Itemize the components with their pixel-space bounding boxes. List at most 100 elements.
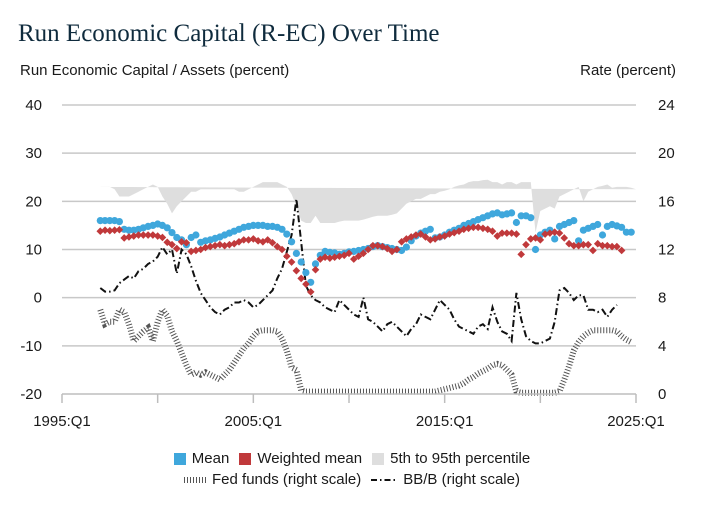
weighted-mean-marker (464, 224, 473, 233)
mean-marker (278, 225, 286, 233)
mean-marker (575, 237, 583, 245)
mean-marker (302, 269, 310, 277)
weighted-mean-marker (292, 266, 301, 275)
left-tick-label: 0 (34, 290, 42, 307)
right-tick-label: 8 (658, 290, 666, 307)
weighted-mean-marker (168, 240, 176, 249)
weighted-mean-marker (617, 246, 626, 255)
weighted-mean-marker (364, 245, 372, 254)
mean-marker (598, 231, 607, 239)
weighted-mean-marker (283, 252, 291, 261)
fed-funds-swatch (184, 476, 207, 483)
weighted-mean-marker (436, 233, 444, 241)
mean-marker (551, 235, 559, 243)
weighted-mean-marker (469, 223, 478, 232)
weighted-mean-marker (268, 238, 277, 247)
weighted-mean-marker (129, 232, 138, 240)
weighted-mean-marker (259, 237, 267, 246)
weighted-mean-marker (330, 253, 339, 262)
weighted-mean-marker (278, 245, 286, 254)
rate-lines (97, 198, 633, 396)
right-tick-label: 0 (658, 386, 666, 403)
left-tick-label: 40 (25, 97, 42, 114)
weighted-mean-marker (249, 235, 258, 243)
right-tick-label: 12 (658, 242, 675, 259)
weighted-mean-marker (321, 253, 329, 262)
mean-marker (115, 218, 123, 226)
weighted-mean-marker (416, 230, 425, 238)
weighted-mean-marker (412, 231, 420, 239)
weighted-mean-marker (125, 233, 133, 241)
legend-item-weighted-mean: Weighted mean (239, 450, 362, 467)
weighted-mean-marker (570, 241, 578, 250)
weighted-mean-marker (479, 224, 487, 233)
mean-marker (508, 209, 516, 217)
weighted-mean-marker (316, 255, 325, 263)
weighted-mean-marker (306, 288, 315, 296)
weighted-mean-marker (345, 249, 353, 258)
weighted-mean-marker (584, 240, 592, 249)
weighted-mean-marker (349, 255, 358, 263)
mean-marker (163, 224, 171, 232)
legend-label-bbb: BB/B (right scale) (403, 471, 520, 488)
weighted-mean-marker (550, 228, 559, 236)
weighted-mean-marker (378, 242, 387, 251)
weighted-mean-marker (608, 242, 616, 251)
percentile-swatch (372, 452, 385, 465)
weighted-mean-marker (187, 247, 195, 256)
weighted-mean-marker (96, 227, 105, 235)
weighted-mean-marker (541, 230, 549, 238)
weighted-mean-marker (546, 229, 554, 237)
weighted-mean-marker (393, 245, 401, 254)
weighted-mean-marker (522, 240, 530, 249)
weighted-mean-marker (263, 236, 272, 244)
weighted-mean-marker (498, 229, 506, 237)
weighted-mean-marker (565, 239, 573, 248)
weighted-mean-marker (397, 237, 406, 246)
weighted-mean-marker (115, 225, 124, 234)
mean-marker (618, 223, 626, 231)
bbb-line (99, 198, 618, 345)
weighted-mean-marker (110, 226, 119, 235)
weighted-mean-marker (526, 235, 535, 243)
legend-label-fed-funds: Fed funds (right scale) (212, 471, 362, 488)
mean-marker (512, 218, 521, 227)
weighted-mean-marker (335, 252, 344, 261)
right-tick-label: 16 (658, 193, 675, 210)
mean-marker (426, 225, 434, 233)
weighted-mean-marker (359, 249, 368, 258)
mean-marker (531, 245, 540, 254)
weighted-mean-marker (603, 241, 612, 250)
weighted-mean-marker (173, 244, 181, 253)
weighted-mean-marker (201, 243, 210, 252)
weighted-mean-swatch (239, 452, 252, 465)
weighted-mean-marker (120, 234, 128, 242)
mean-marker (594, 220, 602, 229)
mean-marker (311, 260, 320, 268)
mean-swatch (173, 452, 186, 465)
weighted-mean-marker (134, 231, 143, 239)
left-tick-label: 10 (25, 242, 42, 259)
weighted-mean-marker (139, 231, 148, 239)
weighted-mean-marker (192, 246, 200, 255)
percentile-band-area (100, 179, 637, 233)
mean-marker (627, 228, 635, 236)
weighted-mean-marker (297, 274, 305, 283)
weighted-mean-marker (158, 233, 167, 242)
weighted-mean-marker (589, 246, 597, 255)
weighted-mean-marker (503, 229, 511, 237)
weighted-mean-marker (244, 236, 253, 244)
weighted-mean-marker (216, 240, 224, 249)
legend-label-mean: Mean (191, 450, 230, 467)
weighted-mean-marker (488, 227, 497, 235)
weighted-mean-marker (182, 238, 191, 247)
weighted-mean-marker (579, 240, 588, 249)
weighted-mean-marker (555, 229, 564, 237)
mean-marker (168, 229, 176, 237)
weighted-mean-marker (598, 241, 607, 250)
weighted-mean-marker (536, 236, 545, 244)
left-tick-label: 30 (25, 145, 42, 162)
weighted-mean-marker (507, 229, 516, 237)
weighted-mean-marker (440, 232, 449, 240)
